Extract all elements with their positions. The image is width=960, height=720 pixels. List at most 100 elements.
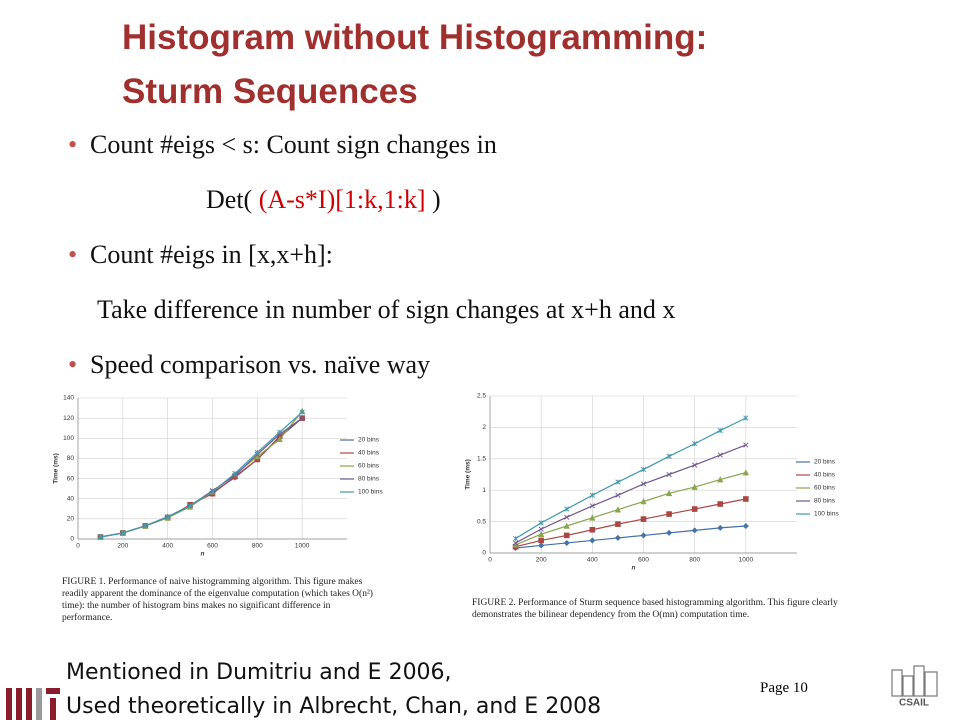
marker xyxy=(640,498,647,505)
y-tick-label: 0 xyxy=(70,536,74,543)
bullet-sub: Take difference in number of sign change… xyxy=(97,295,676,324)
marker xyxy=(717,524,724,531)
y-tick-label: 120 xyxy=(63,415,74,422)
mit-logo xyxy=(6,688,60,720)
marker xyxy=(615,521,621,527)
marker xyxy=(717,427,723,434)
y-axis-label: Time (ms) xyxy=(465,459,472,490)
footer: Mentioned in Dumitriu and E 2006, xyxy=(66,660,452,685)
marker xyxy=(589,492,595,498)
marker xyxy=(742,522,749,530)
legend-label: 80 bins xyxy=(814,498,836,505)
x-tick-label: 200 xyxy=(536,557,547,564)
bullet: Count #eigs in [x,x+h]: xyxy=(68,240,333,270)
y-tick-label: 0.5 xyxy=(477,518,486,525)
marker xyxy=(691,483,698,490)
y-tick-label: 60 xyxy=(67,475,75,482)
marker xyxy=(717,452,723,458)
marker xyxy=(277,429,283,435)
legend-label: 100 bins xyxy=(358,489,383,496)
series-line xyxy=(100,410,303,538)
y-tick-label: 0 xyxy=(482,550,486,557)
marker xyxy=(120,530,126,536)
marker xyxy=(692,462,698,468)
y-tick-label: 1 xyxy=(482,487,486,494)
x-tick-label: 400 xyxy=(587,557,598,564)
marker xyxy=(187,503,193,509)
marker xyxy=(97,534,104,540)
marker xyxy=(538,520,544,526)
x-tick-label: 0 xyxy=(76,543,80,550)
x-tick-label: 200 xyxy=(117,543,128,550)
marker xyxy=(589,537,596,544)
marker xyxy=(299,409,305,415)
marker xyxy=(254,449,260,456)
y-tick-label: 1.5 xyxy=(477,456,486,463)
marker xyxy=(589,514,596,521)
marker xyxy=(512,535,519,542)
y-tick-label: 40 xyxy=(67,495,75,502)
marker xyxy=(717,476,724,483)
x-tick-label: 800 xyxy=(252,543,263,550)
marker xyxy=(564,506,570,512)
marker xyxy=(666,471,672,478)
marker xyxy=(563,532,570,539)
marker xyxy=(717,501,724,507)
legend-label: 80 bins xyxy=(358,476,380,483)
series-line xyxy=(515,444,747,544)
marker xyxy=(538,530,545,537)
formula: Det( (A-s*I)[1:k,1:k] ) xyxy=(206,185,441,215)
x-axis-label: n xyxy=(632,565,636,572)
marker xyxy=(512,541,519,548)
x-tick-label: 1000 xyxy=(295,543,310,550)
bullet: Count #eigs < s: Count sign changes in xyxy=(68,130,497,160)
legend-label: 20 bins xyxy=(358,437,380,444)
x-tick-label: 0 xyxy=(488,557,492,564)
marker xyxy=(563,522,570,529)
bullet: Speed comparison vs. naïve way xyxy=(68,350,430,380)
y-tick-label: 100 xyxy=(63,435,74,442)
marker xyxy=(512,540,519,546)
legend-label: 60 bins xyxy=(358,463,380,470)
marker xyxy=(276,435,283,443)
marker xyxy=(563,539,570,546)
title: Histogram without Histogramming: xyxy=(122,18,708,57)
marker xyxy=(165,514,171,520)
series-line xyxy=(100,411,303,538)
y-tick-label: 2.5 xyxy=(477,393,486,400)
page-number: Page 10 xyxy=(760,680,808,696)
marker xyxy=(640,532,647,539)
series-line xyxy=(515,417,747,540)
marker xyxy=(564,514,570,520)
series-line xyxy=(515,525,746,549)
series-line xyxy=(515,498,746,548)
series-line xyxy=(100,417,303,538)
marker xyxy=(640,516,647,522)
y-tick-label: 20 xyxy=(67,516,75,523)
y-tick-label: 80 xyxy=(67,455,75,462)
marker xyxy=(589,503,595,509)
marker xyxy=(209,489,216,495)
legend-label: 40 bins xyxy=(814,472,836,479)
text: (A-s*I)[1:k,1:k] xyxy=(258,185,426,214)
series-line xyxy=(100,417,303,538)
series-line xyxy=(100,417,303,538)
marker xyxy=(665,489,673,497)
x-tick-label: 800 xyxy=(689,557,700,564)
marker xyxy=(640,466,647,473)
caption: FIGURE 2. Performance of Sturm sequence … xyxy=(472,598,838,620)
marker xyxy=(538,537,544,544)
text: ) xyxy=(425,185,441,214)
marker xyxy=(538,526,544,532)
logo-text: CSAIL xyxy=(899,698,929,709)
marker xyxy=(692,441,698,447)
legend-label: 40 bins xyxy=(358,450,380,457)
marker xyxy=(743,496,749,502)
marker xyxy=(589,526,596,533)
text: Det( xyxy=(206,185,259,214)
legend-label: 100 bins xyxy=(814,511,839,518)
title: Sturm Sequences xyxy=(122,72,418,111)
caption: FIGURE 1. Performance of naive histogram… xyxy=(62,577,373,623)
